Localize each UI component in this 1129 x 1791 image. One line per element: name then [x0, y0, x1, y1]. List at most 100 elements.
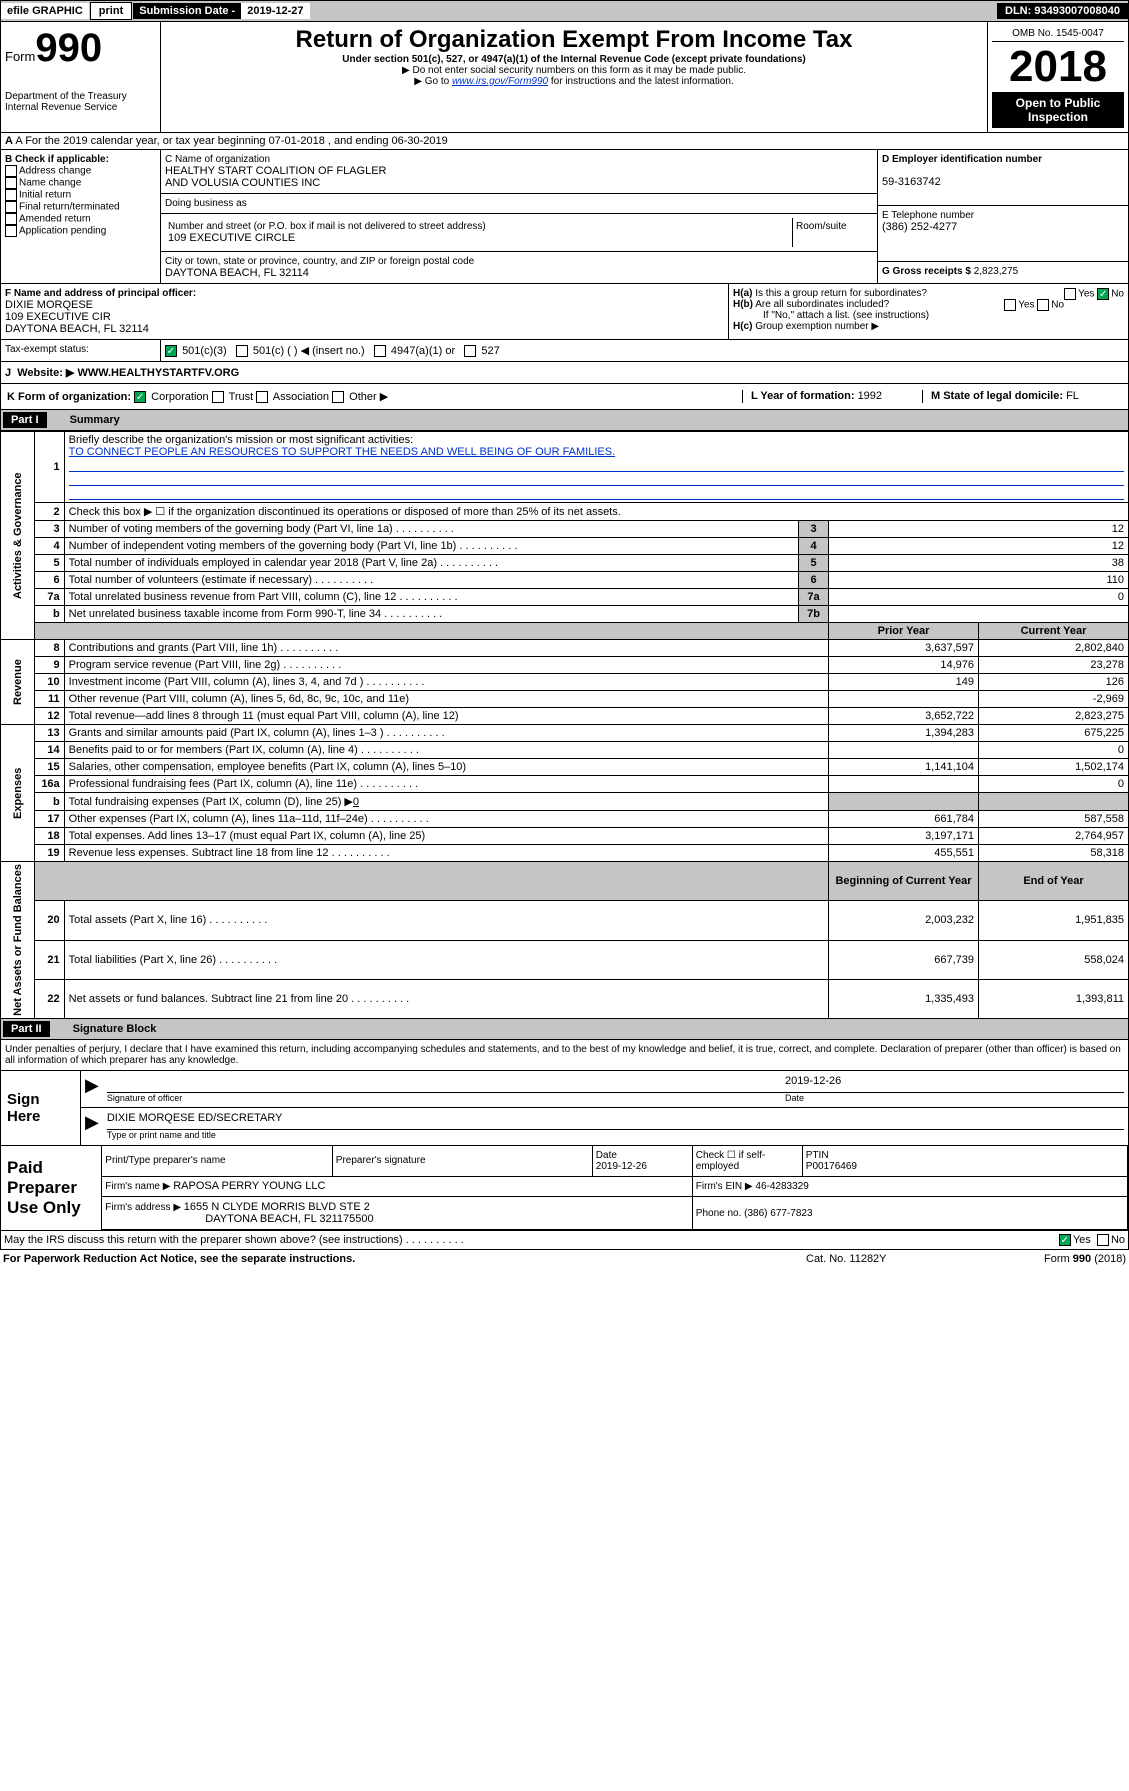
line-1: Briefly describe the organization's miss… [64, 432, 1128, 503]
side-revenue: Revenue [1, 640, 35, 725]
preparer-name-label: Print/Type preparer's name [102, 1146, 332, 1176]
line-9: Program service revenue (Part VIII, line… [64, 657, 828, 674]
org-name-box: C Name of organization HEALTHY START COA… [161, 150, 877, 194]
checkbox-assoc[interactable] [256, 391, 268, 403]
sign-date: 2019-12-26 [785, 1075, 1124, 1093]
line-10: Investment income (Part VIII, column (A)… [64, 674, 828, 691]
checkbox-initial-return[interactable] [5, 189, 17, 201]
line-20: Total assets (Part X, line 16) [64, 901, 828, 940]
cat-no: Cat. No. 11282Y [806, 1253, 986, 1265]
line-13: Grants and similar amounts paid (Part IX… [64, 725, 828, 742]
topbar: efile GRAPHIC print Submission Date - 20… [0, 0, 1129, 22]
form-number: Form990 [5, 26, 156, 71]
checkbox-527[interactable] [464, 345, 476, 357]
box-h: H(a) Is this a group return for subordin… [728, 284, 1128, 339]
line-7b: Net unrelated business taxable income fr… [64, 606, 798, 623]
discuss-row: May the IRS discuss this return with the… [0, 1231, 1129, 1250]
line-16b: Total fundraising expenses (Part IX, col… [64, 793, 828, 811]
line-21: Total liabilities (Part X, line 26) [64, 940, 828, 979]
website-row: J Website: ▶ WWW.HEALTHYSTARTFV.ORG [0, 362, 1129, 384]
part1-header: Part I Summary [0, 410, 1129, 431]
line-14: Benefits paid to or for members (Part IX… [64, 742, 828, 759]
checkbox-501c[interactable] [236, 345, 248, 357]
checkbox-ha-no[interactable]: ✓ [1097, 288, 1109, 300]
col-eoy: End of Year [979, 862, 1129, 901]
officer-name-title: DIXIE MORQESE ED/SECRETARY [107, 1112, 1124, 1130]
checkbox-name-change[interactable] [5, 177, 17, 189]
form-title: Return of Organization Exempt From Incom… [165, 26, 983, 54]
address-box: Number and street (or P.O. box if mail i… [161, 214, 877, 252]
arrow-icon: ▶ [85, 1112, 99, 1140]
checkbox-other[interactable] [332, 391, 344, 403]
org-name-line2: AND VOLUSIA COUNTIES INC [165, 177, 320, 189]
submission-date-label: Submission Date - [133, 3, 241, 19]
sign-here-block: Sign Here ▶ Signature of officer 2019-12… [0, 1071, 1129, 1146]
checkbox-ha-yes[interactable] [1064, 288, 1076, 300]
perjury-declaration: Under penalties of perjury, I declare th… [0, 1040, 1129, 1071]
side-net-assets: Net Assets or Fund Balances [1, 862, 35, 1019]
subtitle-3: ▶ Go to www.irs.gov/Form990 for instruct… [165, 76, 983, 87]
checkbox-amended[interactable] [5, 213, 17, 225]
ptin-box: PTINP00176469 [802, 1146, 1127, 1176]
paid-preparer-block: Paid Preparer Use Only Print/Type prepar… [0, 1146, 1129, 1231]
part2-header: Part II Signature Block [0, 1019, 1129, 1040]
org-name-line1: HEALTHY START COALITION OF FLAGLER [165, 165, 386, 177]
dept-treasury: Department of the Treasury [5, 91, 156, 102]
box-b: B Check if applicable: Address change Na… [1, 150, 161, 283]
checkbox-application-pending[interactable] [5, 225, 17, 237]
checkbox-4947[interactable] [374, 345, 386, 357]
line-4: Number of independent voting members of … [64, 538, 798, 555]
dba-box: Doing business as [161, 194, 877, 214]
city-box: City or town, state or province, country… [161, 252, 877, 283]
checkbox-discuss-no[interactable] [1097, 1234, 1109, 1246]
ein-box: D Employer identification number 59-3163… [878, 150, 1128, 206]
side-activities-governance: Activities & Governance [1, 432, 35, 640]
line-8: Contributions and grants (Part VIII, lin… [64, 640, 828, 657]
firm-name: Firm's name ▶ RAPOSA PERRY YOUNG LLC [102, 1176, 692, 1196]
line-6: Total number of volunteers (estimate if … [64, 572, 798, 589]
phone-box: E Telephone number (386) 252-4277 [878, 206, 1128, 262]
line-11: Other revenue (Part VIII, column (A), li… [64, 691, 828, 708]
firm-ein: Firm's EIN ▶ 46-4283329 [692, 1176, 1127, 1196]
state-domicile: M State of legal domicile: FL [922, 390, 1122, 403]
form-footer-label: Form 990 (2018) [986, 1253, 1126, 1265]
sig-officer-label: Signature of officer [107, 1093, 785, 1103]
footer-row: For Paperwork Reduction Act Notice, see … [0, 1250, 1129, 1268]
irs-label: Internal Revenue Service [5, 102, 156, 113]
dln-label: DLN: 93493007008040 [997, 3, 1128, 19]
col-prior-year: Prior Year [829, 623, 979, 640]
preparer-date: Date2019-12-26 [592, 1146, 692, 1176]
form990-link[interactable]: www.irs.gov/Form990 [452, 76, 548, 87]
line-2: Check this box ▶ ☐ if the organization d… [64, 503, 1128, 521]
line-7a: Total unrelated business revenue from Pa… [64, 589, 798, 606]
col-boy: Beginning of Current Year [829, 862, 979, 901]
firm-phone: Phone no. (386) 677-7823 [692, 1197, 1127, 1230]
checkbox-corp[interactable]: ✓ [134, 391, 146, 403]
line-5: Total number of individuals employed in … [64, 555, 798, 572]
checkbox-hb-yes[interactable] [1004, 299, 1016, 311]
checkbox-discuss-yes[interactable]: ✓ [1059, 1234, 1071, 1246]
row-a-tax-year: A A For the 2019 calendar year, or tax y… [0, 133, 1129, 150]
line-22: Net assets or fund balances. Subtract li… [64, 979, 828, 1018]
checkbox-hb-no[interactable] [1037, 299, 1049, 311]
preparer-sig-label: Preparer's signature [332, 1146, 592, 1176]
year-formation: L Year of formation: 1992 [742, 390, 922, 403]
line-19: Revenue less expenses. Subtract line 18 … [64, 845, 828, 862]
officer-row: F Name and address of principal officer:… [0, 284, 1129, 340]
line-15: Salaries, other compensation, employee b… [64, 759, 828, 776]
line-17: Other expenses (Part IX, column (A), lin… [64, 811, 828, 828]
line-18: Total expenses. Add lines 13–17 (must eq… [64, 828, 828, 845]
side-expenses: Expenses [1, 725, 35, 862]
checkbox-address-change[interactable] [5, 165, 17, 177]
form-header: Form990 Department of the Treasury Inter… [0, 22, 1129, 133]
form-org-row: K Form of organization: ✓ Corporation Tr… [0, 384, 1129, 410]
checkbox-trust[interactable] [212, 391, 224, 403]
checkbox-final-return[interactable] [5, 201, 17, 213]
omb-number: OMB No. 1545-0047 [992, 26, 1124, 42]
print-button[interactable]: print [90, 2, 132, 20]
tax-exempt-row: Tax-exempt status: ✓ 501(c)(3) 501(c) ( … [0, 340, 1129, 362]
efile-label: efile GRAPHIC [1, 3, 89, 19]
checkbox-501c3[interactable]: ✓ [165, 345, 177, 357]
submission-date-value: 2019-12-27 [241, 3, 309, 19]
tax-year: 2018 [992, 42, 1124, 92]
